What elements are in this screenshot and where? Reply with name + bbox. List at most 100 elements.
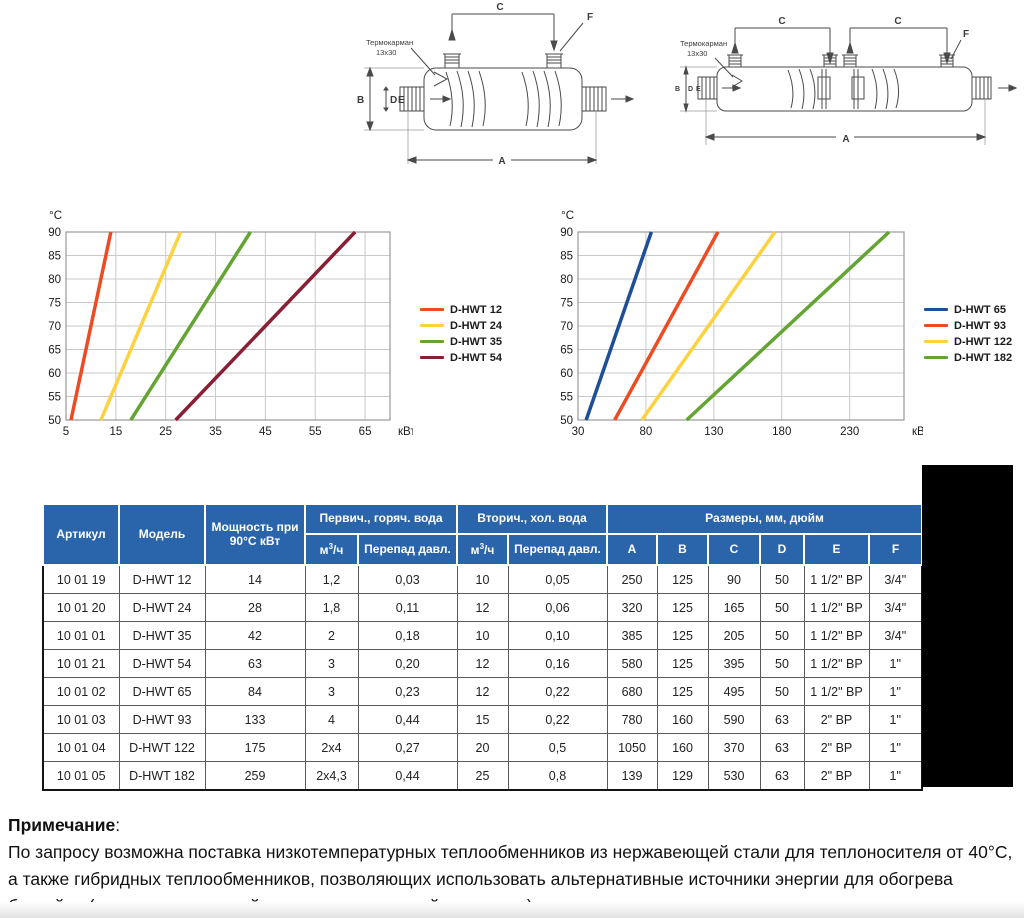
table-row: 10 01 01 D-HWT 35 42 2 0,18 10 0,10 385 125 205 50… [42, 621, 923, 650]
table-cell: 15 [456, 705, 509, 734]
table-row: 10 01 02 D-HWT 65 84 3 0,23 12 0,22 680 125 495 50… [42, 677, 923, 706]
legend-swatch [420, 308, 444, 311]
legend-label: D-HWT 12 [450, 303, 502, 316]
thermowell-size-label: 13x30 [376, 48, 396, 57]
table-cell: D-HWT 12 [118, 564, 206, 594]
table-cell: 125 [656, 649, 709, 678]
series-line-d-hwt-54 [174, 230, 357, 422]
legend-entry: D-HWT 182 [924, 351, 1013, 364]
table-cell: 50 [759, 677, 805, 706]
dim-label-f: F [587, 12, 593, 23]
col-header-artikul: Артикул [42, 503, 120, 566]
y-tick-label: 60 [560, 368, 573, 380]
table-cell: D-HWT 122 [118, 733, 206, 762]
table-cell: D-HWT 35 [118, 621, 206, 650]
y-tick-label: 50 [560, 415, 573, 427]
table-cell: 3/4" [868, 621, 923, 650]
table-cell: 1 1/2" ВР [803, 677, 870, 706]
table-cell: 1" [868, 733, 923, 762]
y-tick-label: 80 [560, 274, 573, 286]
table-cell: 3/4" [868, 593, 923, 622]
dim-label-c2: C [894, 16, 901, 27]
table-cell: 1" [868, 677, 923, 706]
y-tick-label: 60 [48, 368, 61, 380]
table-cell: 20 [456, 733, 509, 762]
table-cell: 0,27 [357, 733, 458, 762]
table-cell: 2" ВР [803, 761, 870, 791]
table-cell: 10 01 20 [42, 593, 120, 622]
spec-table-container: Артикул Модель Мощность при 90°С кВт Пер… [42, 503, 923, 791]
x-tick-label: 15 [109, 426, 122, 438]
legend-swatch [420, 356, 444, 359]
table-row: 10 01 20 D-HWT 24 28 1,8 0,11 12 0,06 320 125 165… [42, 593, 923, 622]
col-header-model: Модель [118, 503, 206, 566]
table-cell: 680 [606, 677, 658, 706]
table-cell: 1 1/2" ВР [803, 564, 870, 594]
legend-swatch [420, 340, 444, 343]
x-tick-label: 55 [309, 426, 322, 438]
table-cell: 205 [707, 621, 761, 650]
legend-entry: D-HWT 24 [420, 319, 502, 332]
bottom-fade [0, 902, 1024, 918]
table-cell: 0,5 [507, 733, 608, 762]
legend-entry: D-HWT 122 [924, 336, 1012, 348]
series-line-d-hwt-93 [613, 231, 720, 421]
y-tick-label: 75 [560, 298, 573, 310]
table-cell: 385 [606, 621, 658, 650]
performance-chart-small-models: 50 55 60 65 70 75 80 85 90 5 15 25 35 45 55 65 °C кВт [48, 210, 413, 438]
table-cell: 139 [606, 761, 658, 791]
plot-border [577, 231, 905, 421]
legend-swatch [924, 308, 948, 311]
table-cell: 4 [304, 705, 359, 734]
table-cell: 1 1/2" ВР [803, 621, 870, 650]
series-line-d-hwt-65 [584, 231, 654, 421]
y-tick-label: 75 [48, 298, 61, 310]
legend-swatch [420, 324, 444, 327]
series-line-d-hwt-35 [129, 231, 252, 421]
x-axis-unit-label: кВт [398, 426, 413, 438]
table-cell: 3 [304, 677, 359, 706]
dim-label-d: D [390, 95, 397, 106]
series-line-d-hwt-182 [685, 230, 891, 422]
table-cell: 10 01 01 [42, 621, 120, 650]
x-tick-label: 80 [640, 426, 653, 438]
legend-label: D-HWT 182 [954, 351, 1013, 364]
col-header-dim-c: C [707, 533, 761, 566]
dim-label-a: A [842, 134, 849, 145]
table-row: 10 01 05 D-HWT 182 259 2x4,3 0,44 25 0,8 139 129… [42, 761, 923, 791]
table-cell: 250 [606, 564, 658, 594]
table-cell: 370 [707, 733, 761, 762]
table-cell: 133 [204, 705, 306, 734]
col-header-dim-b: B [656, 533, 709, 566]
table-cell: 0,8 [507, 761, 608, 791]
table-cell: 580 [606, 649, 658, 678]
legend-entry: D-HWT 12 [420, 303, 502, 316]
table-cell: 28 [204, 593, 306, 622]
dim-label-c: C [778, 16, 785, 27]
table-cell: 125 [656, 593, 709, 622]
table-cell: 10 01 02 [42, 677, 120, 706]
table-cell: 530 [707, 761, 761, 791]
table-cell: 0,18 [357, 621, 458, 650]
thermowell-label: Термокарман [366, 38, 413, 47]
legend-label: D-HWT 24 [450, 319, 502, 332]
table-cell: 0,22 [507, 705, 608, 734]
table-cell: 1 1/2" ВР [803, 649, 870, 678]
table-cell: 125 [656, 677, 709, 706]
table-cell: 10 01 19 [42, 564, 120, 594]
dim-label-e: E [398, 95, 405, 106]
legend-entry: D-HWT 65 [924, 304, 1012, 316]
table-cell: 12 [456, 649, 509, 678]
col-header-sizes: Размеры, мм, дюйм [606, 503, 923, 535]
table-cell: 84 [204, 677, 306, 706]
table-cell: 125 [656, 564, 709, 594]
legend-swatch [924, 340, 948, 343]
table-cell: 42 [204, 621, 306, 650]
legend-entry: D-HWT 54 [420, 352, 502, 364]
y-tick-label: 70 [48, 321, 61, 333]
table-cell: 0,10 [507, 621, 608, 650]
chart-legend-large-models: D-HWT 65 D-HWT 93 D-HWT 122 D-HWT 182 [924, 304, 1013, 364]
y-tick-label: 70 [560, 321, 573, 333]
spec-table-body: 10 01 19 D-HWT 12 14 1,2 0,03 10 0,05 250 125 90 5… [42, 564, 923, 791]
